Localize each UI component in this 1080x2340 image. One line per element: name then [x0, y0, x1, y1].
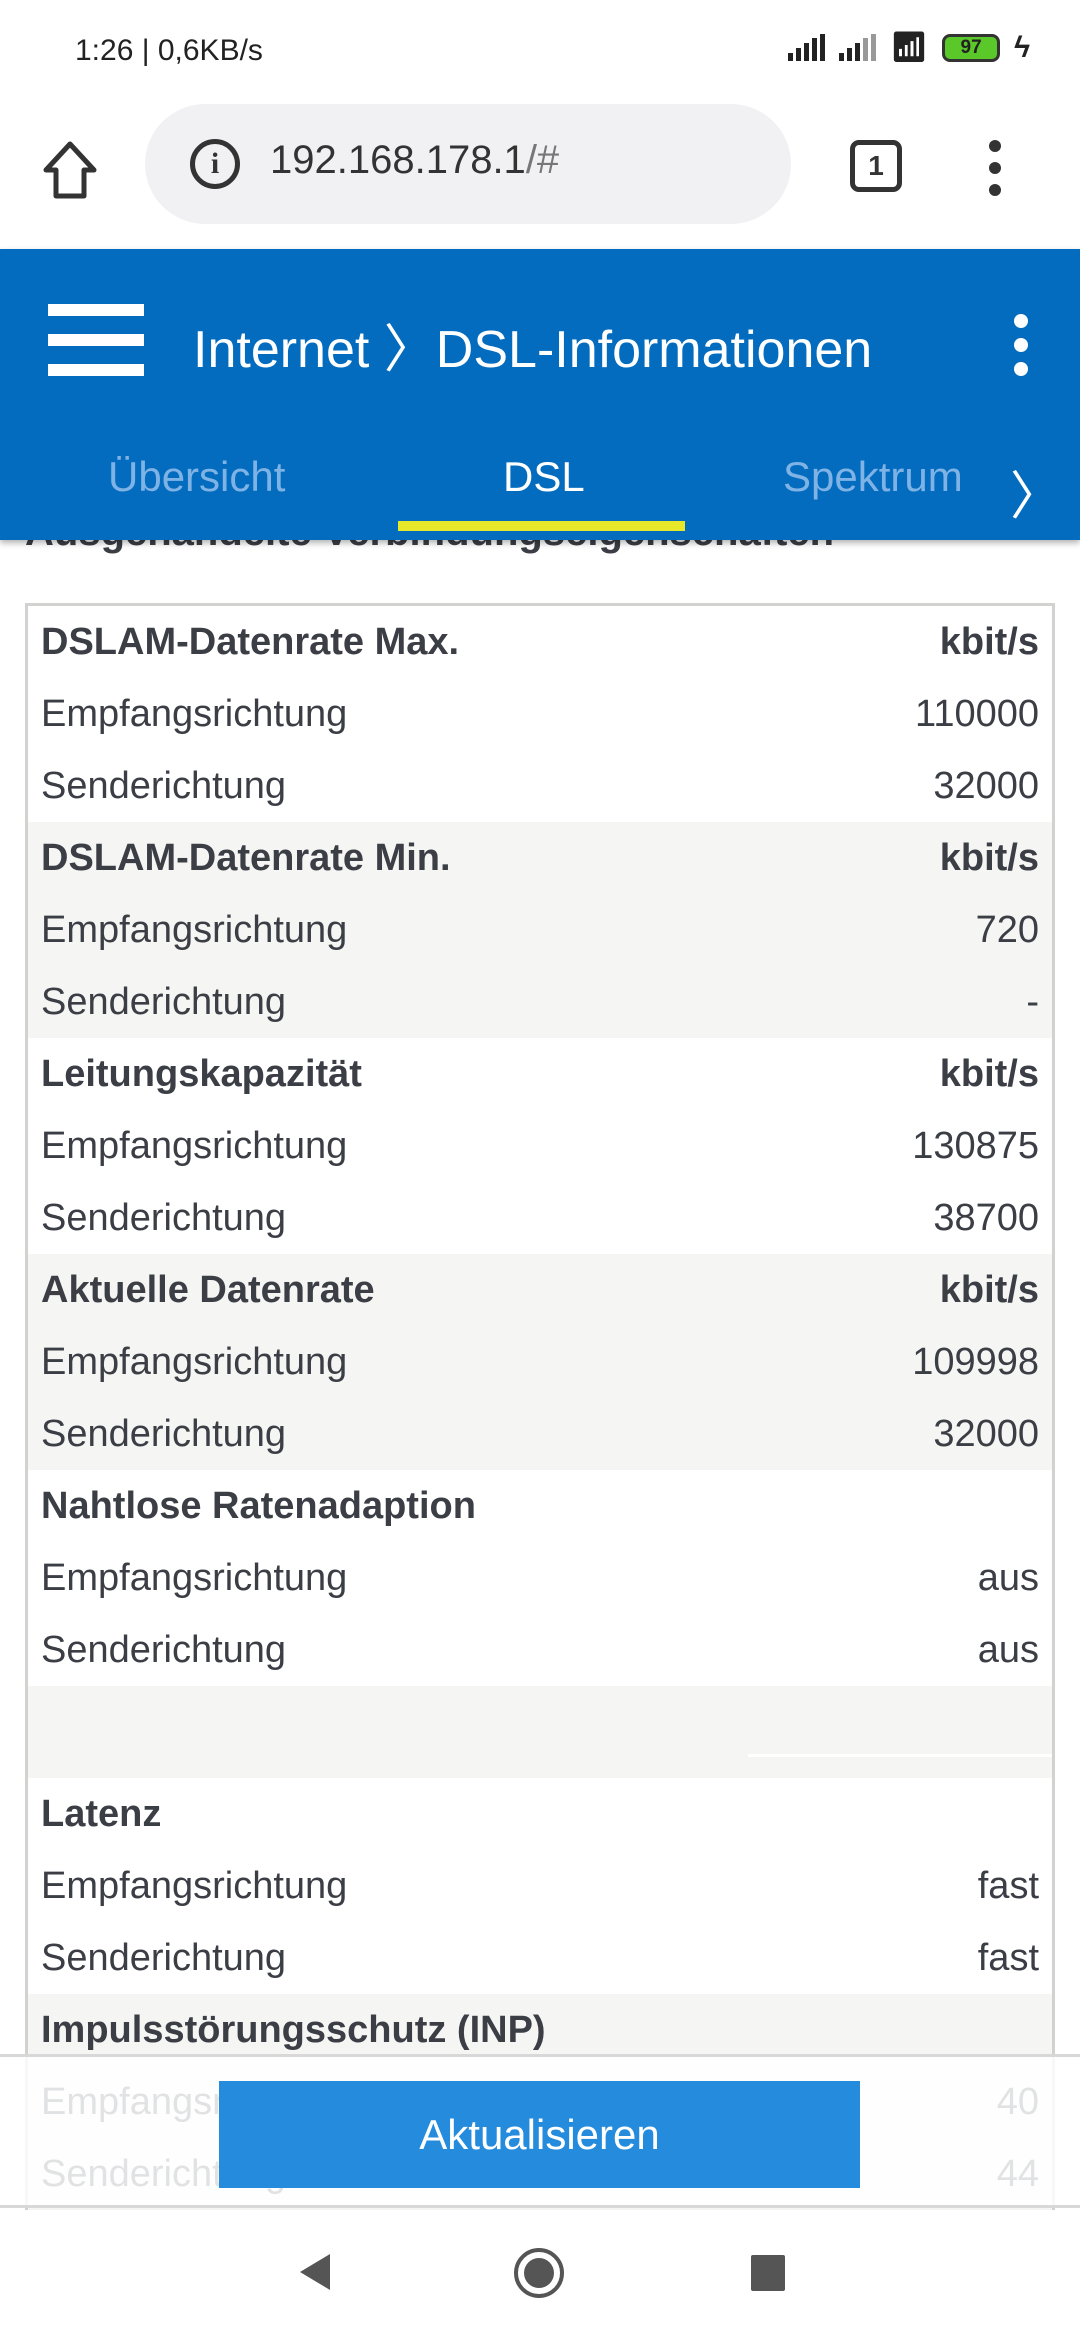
- wifi-icon: 📶︎: [890, 31, 929, 64]
- row-label: Empfangsrichtung: [41, 1556, 348, 1599]
- browser-menu-icon[interactable]: [989, 140, 1003, 196]
- row-label: DSLAM-Datenrate Max.: [41, 620, 460, 663]
- table-row: Senderichtung 32000: [28, 1398, 1052, 1470]
- row-label: Leitungskapazität: [41, 1052, 362, 1095]
- table-row: Empfangsrichtung aus: [28, 1542, 1052, 1614]
- row-label: Nahtlose Ratenadaption: [41, 1484, 476, 1527]
- system-nav-bar: [0, 2211, 1080, 2340]
- table-row: Empfangsrichtung fast: [28, 1850, 1052, 1922]
- tab-switcher-button[interactable]: 1: [850, 140, 902, 192]
- row-label: Empfangsrichtung: [41, 1864, 348, 1907]
- row-label: Senderichtung: [41, 1196, 287, 1239]
- row-value: kbit/s: [939, 620, 1039, 663]
- row-label: DSLAM-Datenrate Min.: [41, 836, 451, 879]
- table-row: Senderichtung 32000: [28, 750, 1052, 822]
- tab-uebersicht[interactable]: Übersicht: [108, 453, 286, 500]
- row-value: aus: [977, 1628, 1039, 1671]
- table-group-header: DSLAM-Datenrate Min. kbit/s: [28, 822, 1052, 894]
- row-label: Empfangsrichtung: [41, 692, 348, 735]
- row-value: kbit/s: [939, 836, 1039, 879]
- row-value: 720: [975, 908, 1039, 951]
- table-row: Senderichtung 38700: [28, 1182, 1052, 1254]
- dsl-properties-table: DSLAM-Datenrate Max. kbit/s Empfangsrichtu…: [25, 603, 1055, 2210]
- row-label: Impulsstörungsschutz (INP): [41, 2008, 546, 2051]
- hamburger-menu-icon[interactable]: [48, 304, 144, 376]
- address-bar[interactable]: i 192.168.178.1/#: [145, 104, 791, 224]
- row-label: Senderichtung: [41, 1936, 287, 1979]
- row-value: fast: [977, 1864, 1039, 1907]
- empty-row: [28, 1686, 1052, 1778]
- info-icon[interactable]: i: [190, 139, 240, 189]
- row-label: Aktuelle Datenrate: [41, 1268, 375, 1311]
- row-value: 32000: [933, 764, 1039, 807]
- browser-toolbar: i 192.168.178.1/# 1: [0, 100, 1080, 249]
- refresh-button[interactable]: Aktualisieren: [219, 2081, 860, 2188]
- signal-icon: [788, 33, 826, 61]
- signal-icon-2: [839, 33, 877, 61]
- table-row: Senderichtung fast: [28, 1922, 1052, 1994]
- url-text[interactable]: 192.168.178.1/#: [270, 138, 560, 182]
- tab-dsl[interactable]: DSL: [503, 453, 585, 500]
- chevron-right-icon[interactable]: 〉: [1010, 468, 1063, 526]
- table-row: Senderichtung -: [28, 966, 1052, 1038]
- row-value: 130875: [912, 1124, 1039, 1167]
- row-label: Senderichtung: [41, 764, 287, 807]
- table-row: Senderichtung aus: [28, 1614, 1052, 1686]
- tab-spektrum[interactable]: Spektrum: [783, 453, 963, 500]
- row-label: Senderichtung: [41, 1628, 287, 1671]
- row-label: Empfangsrichtung: [41, 1340, 348, 1383]
- charging-icon: ϟ: [1014, 30, 1030, 64]
- battery-icon: 97: [942, 33, 1001, 62]
- row-label: Empfangsrichtung: [41, 1124, 348, 1167]
- table-row: Empfangsrichtung 130875: [28, 1110, 1052, 1182]
- active-tab-indicator: [398, 521, 685, 531]
- table-row: Empfangsrichtung 110000: [28, 678, 1052, 750]
- row-value: aus: [977, 1556, 1039, 1599]
- app-header: Internet 〉DSL-Informationen Übersicht DS…: [0, 249, 1080, 540]
- row-label: Empfangsrichtung: [41, 908, 348, 951]
- table-group-header: Latenz: [28, 1778, 1052, 1850]
- status-bar: 1:26 | 0,6KB/s 📶︎ 97 ϟ: [0, 0, 1080, 100]
- row-value: kbit/s: [939, 1268, 1039, 1311]
- row-label: Senderichtung: [41, 1412, 287, 1455]
- table-row: Empfangsrichtung 109998: [28, 1326, 1052, 1398]
- row-value: 109998: [912, 1340, 1039, 1383]
- row-value: kbit/s: [939, 1052, 1039, 1095]
- row-value: 32000: [933, 1412, 1039, 1455]
- table-group-header: DSLAM-Datenrate Max. kbit/s: [28, 606, 1052, 678]
- row-value: -: [1026, 980, 1039, 1023]
- more-options-icon[interactable]: [1014, 314, 1028, 376]
- home-icon[interactable]: [42, 140, 98, 200]
- table-group-header: Leitungskapazität kbit/s: [28, 1038, 1052, 1110]
- table-row: Empfangsrichtung 720: [28, 894, 1052, 966]
- table-group-header: Nahtlose Ratenadaption: [28, 1470, 1052, 1542]
- page-title: Internet 〉DSL-Informationen: [193, 321, 873, 379]
- row-value: 38700: [933, 1196, 1039, 1239]
- row-label: Senderichtung: [41, 980, 287, 1023]
- row-label: Latenz: [41, 1792, 162, 1835]
- recents-icon[interactable]: [751, 2255, 785, 2291]
- status-time: 1:26 | 0,6KB/s: [75, 34, 263, 67]
- row-value: fast: [977, 1936, 1039, 1979]
- bottom-action-bar: Aktualisieren: [0, 2054, 1080, 2208]
- row-value: 110000: [915, 692, 1039, 735]
- home-nav-icon[interactable]: [514, 2248, 564, 2298]
- table-group-header: Aktuelle Datenrate kbit/s: [28, 1254, 1052, 1326]
- back-icon[interactable]: [300, 2254, 330, 2290]
